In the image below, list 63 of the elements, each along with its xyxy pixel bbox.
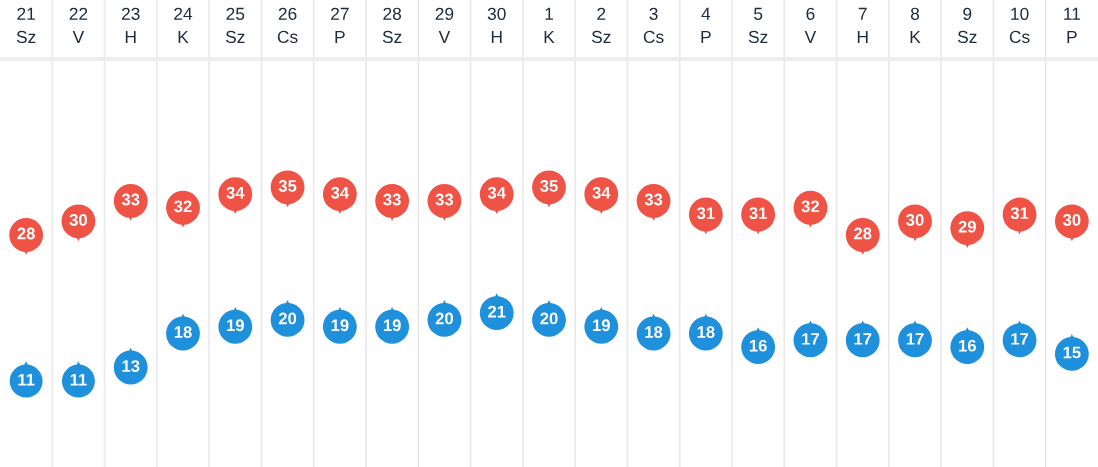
data-label: 30	[906, 214, 924, 226]
data-label: 34	[226, 186, 245, 199]
x-tick-label: 8 K	[910, 7, 921, 43]
data-label: 29	[958, 220, 976, 233]
x-tick-label: 29 V	[435, 7, 454, 43]
data-label: 15	[1063, 346, 1081, 359]
data-label: 32	[174, 200, 192, 213]
x-tick-label: 25 Sz	[225, 7, 245, 44]
data-label: 19	[593, 319, 610, 332]
x-tick-label: 26 Cs	[277, 7, 298, 44]
x-tick-label: 5 Sz	[748, 7, 768, 44]
x-tick-label: 23 H	[121, 7, 140, 43]
data-label: 16	[959, 339, 976, 352]
x-tick-label: 28 Sz	[382, 7, 402, 44]
x-tick-label: 30 H	[487, 7, 506, 43]
x-tick-label: 7 H	[857, 7, 868, 43]
data-label: 17	[802, 333, 819, 345]
data-label: 21	[488, 305, 506, 318]
data-label: 13	[122, 360, 140, 372]
data-label: 19	[227, 319, 244, 332]
data-label: 17	[854, 333, 872, 345]
x-tick-label: 3 Cs	[643, 7, 664, 44]
data-label: 35	[278, 180, 297, 192]
x-tick-label: 22 V	[69, 7, 88, 43]
data-label: 20	[278, 312, 297, 325]
data-label: 33	[644, 193, 663, 206]
data-label: 31	[1010, 207, 1029, 220]
data-label: 11	[70, 373, 87, 386]
data-label: 17	[1011, 333, 1029, 345]
data-label: 11	[18, 373, 35, 386]
data-label: 33	[121, 193, 140, 206]
data-label: 34	[487, 186, 506, 199]
data-label: 31	[749, 207, 767, 220]
data-label: 34	[592, 186, 611, 199]
data-label: 30	[69, 214, 88, 226]
data-label: 34	[330, 186, 350, 199]
x-tick-label: 21 Sz	[16, 7, 36, 44]
x-tick-label: 27 P	[331, 7, 349, 43]
data-label: 18	[697, 326, 715, 338]
data-label: 32	[801, 200, 820, 213]
data-label: 20	[540, 312, 558, 325]
data-label: 17	[906, 333, 924, 345]
data-label: 28	[854, 227, 872, 240]
data-label: 20	[435, 312, 454, 325]
x-tick-label: 4 P	[701, 7, 711, 43]
x-tick-label: 10 Cs	[1009, 7, 1030, 44]
x-tick-label: 11 P	[1064, 7, 1081, 43]
data-label: 16	[749, 339, 767, 352]
data-label: 18	[645, 326, 663, 338]
data-label: 33	[435, 193, 454, 206]
x-tick-label: 2 Sz	[591, 7, 611, 44]
x-tick-label: 9 Sz	[957, 7, 977, 44]
data-label: 35	[540, 180, 558, 192]
x-tick-label: 6 V	[804, 7, 817, 43]
x-tick-label: 1 K	[544, 7, 555, 43]
x-tick-label: 24 K	[174, 7, 193, 43]
data-label: 18	[174, 326, 192, 338]
data-label: 28	[17, 227, 35, 240]
data-label: 31	[696, 207, 715, 220]
data-label: 19	[331, 319, 349, 332]
data-label: 30	[1062, 214, 1081, 226]
data-label: 33	[383, 193, 401, 206]
data-label: 19	[383, 319, 401, 332]
